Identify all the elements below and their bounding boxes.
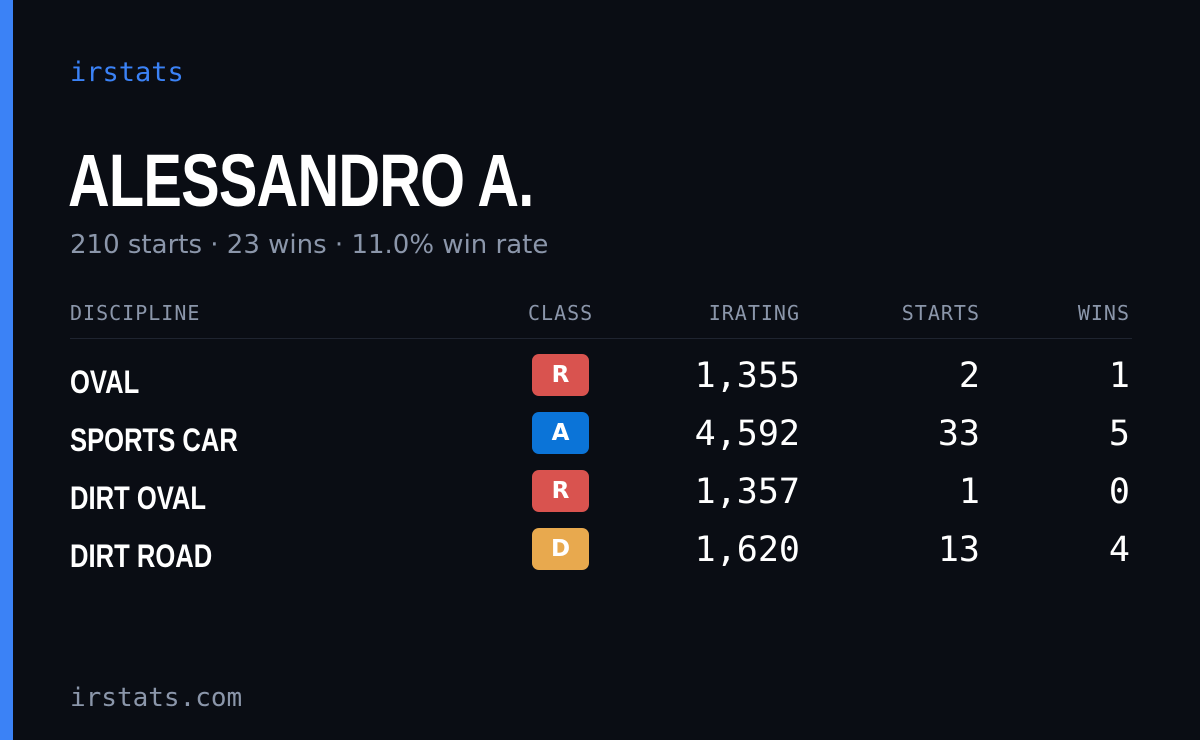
header-irating: IRATING <box>708 301 800 325</box>
accent-bar <box>0 0 13 740</box>
starts-value: 1 <box>958 472 980 512</box>
header-discipline: DISCIPLINE <box>70 301 201 325</box>
table-row: SPORTS CAR A 4,592 33 5 <box>70 412 1132 470</box>
discipline-name: DIRT ROAD <box>70 538 213 574</box>
class-badge: R <box>532 470 589 512</box>
irating-value: 1,355 <box>694 356 800 396</box>
wins-value: 0 <box>1108 472 1130 512</box>
driver-name: ALESSANDRO A. <box>68 139 534 222</box>
irating-value: 1,620 <box>694 530 800 570</box>
class-badge: A <box>532 412 589 454</box>
irating-value: 4,592 <box>694 414 800 454</box>
wins-value: 1 <box>1108 356 1130 396</box>
table-header: DISCIPLINE CLASS IRATING STARTS WINS <box>70 300 1132 339</box>
irating-value: 1,357 <box>694 472 800 512</box>
starts-value: 2 <box>958 356 980 396</box>
starts-value: 33 <box>937 414 980 454</box>
table-row: OVAL R 1,355 2 1 <box>70 354 1132 412</box>
wins-value: 5 <box>1108 414 1130 454</box>
driver-summary: 210 starts · 23 wins · 11.0% win rate <box>70 230 549 260</box>
discipline-name: DIRT OVAL <box>70 480 207 516</box>
starts-value: 13 <box>937 530 980 570</box>
header-wins: WINS <box>1077 301 1130 325</box>
discipline-name: OVAL <box>70 364 140 400</box>
table-row: DIRT ROAD D 1,620 13 4 <box>70 528 1132 586</box>
header-starts: STARTS <box>901 301 980 325</box>
header-class: CLASS <box>528 301 594 325</box>
class-badge: R <box>532 354 589 396</box>
wins-value: 4 <box>1108 530 1130 570</box>
discipline-name: SPORTS CAR <box>70 422 238 458</box>
class-badge: D <box>532 528 589 570</box>
brand-logo: irstats <box>70 57 184 88</box>
footer-site-link: irstats.com <box>70 683 243 713</box>
table-row: DIRT OVAL R 1,357 1 0 <box>70 470 1132 528</box>
